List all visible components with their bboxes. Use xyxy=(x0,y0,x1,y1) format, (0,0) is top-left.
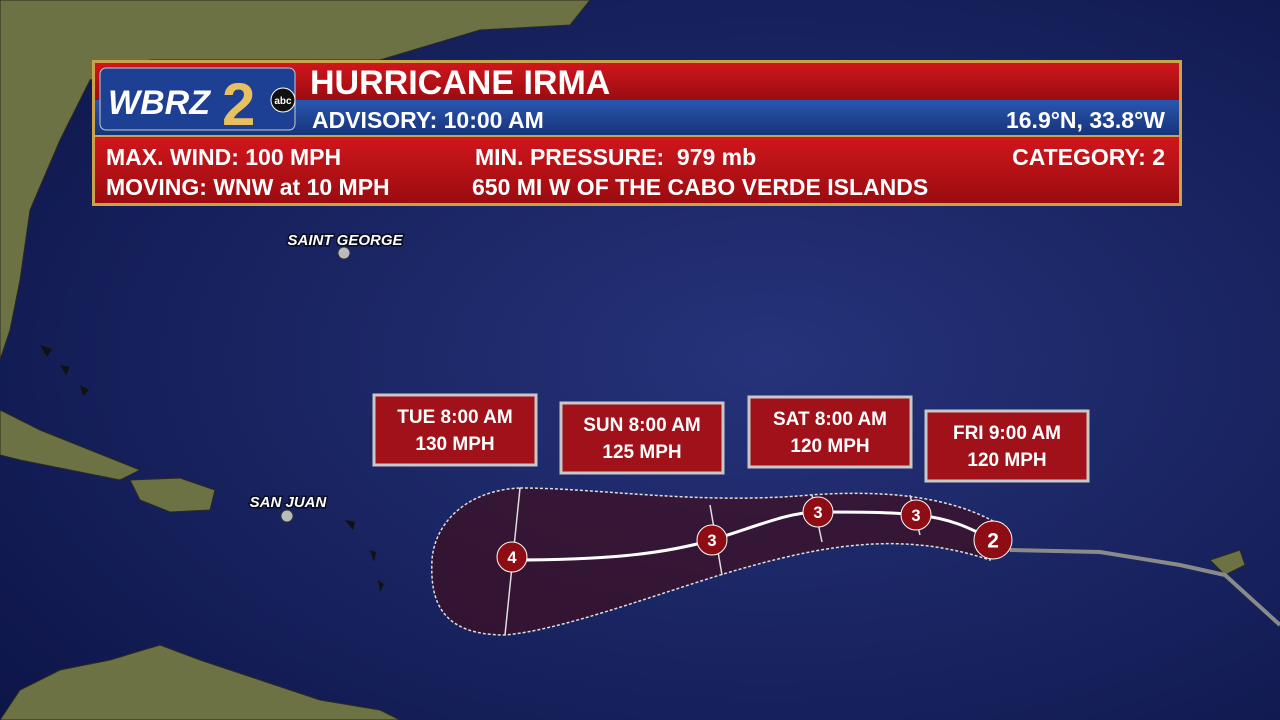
details-band xyxy=(95,137,1179,203)
category: CATEGORY: 2 xyxy=(1012,144,1165,170)
header-panel: WBRZ 2 abc HURRICANE IRMA ADVISORY: 10:0… xyxy=(92,60,1182,206)
past-track xyxy=(1009,548,1280,627)
storm-category: 3 xyxy=(813,504,822,522)
position: 16.9°N, 33.8°W xyxy=(1006,107,1165,133)
forecast-wind: 125 MPH xyxy=(602,442,681,463)
forecast-wind: 130 MPH xyxy=(415,434,494,455)
max-wind: MAX. WIND: 100 MPH xyxy=(106,144,341,170)
forecast-box xyxy=(559,401,725,475)
forecast-cone xyxy=(431,487,1001,636)
title: HURRICANE IRMA xyxy=(310,64,610,102)
moving: MOVING: WNW at 10 MPH xyxy=(106,174,390,200)
forecast-time: TUE 8:00 AM xyxy=(397,407,512,428)
location: 650 MI W OF THE CABO VERDE ISLANDS xyxy=(472,174,928,200)
land xyxy=(0,0,1246,720)
city-dot xyxy=(337,246,351,260)
city-label: SAN JUAN xyxy=(250,494,328,511)
city-label: SAINT GEORGE xyxy=(287,232,403,249)
logo-number: 2 xyxy=(222,71,255,138)
forecast-wind: 120 MPH xyxy=(790,436,869,457)
forecast-box xyxy=(924,409,1090,483)
forecast-time: FRI 9:00 AM xyxy=(953,423,1061,444)
storm-category: 3 xyxy=(911,507,920,525)
forecast-wind: 120 MPH xyxy=(967,450,1046,471)
storm-icon xyxy=(496,541,528,573)
min-pressure: MIN. PRESSURE: 979 mb xyxy=(475,144,756,170)
storm-icon xyxy=(973,520,1013,560)
forecast-track xyxy=(511,510,994,562)
forecast-box xyxy=(747,395,913,469)
storm-category: 3 xyxy=(707,532,716,550)
cities: SAINT GEORGE SAN JUAN xyxy=(248,231,405,523)
city-dot xyxy=(280,509,294,523)
storm-icon xyxy=(696,524,728,556)
forecast-box xyxy=(372,393,538,467)
track-markers: 4 3 3 3 2 xyxy=(496,496,1013,573)
storm-category: 2 xyxy=(987,530,999,553)
network-badge xyxy=(270,87,296,113)
forecast-time: SUN 8:00 AM xyxy=(583,415,701,436)
storm-category: 4 xyxy=(507,549,517,567)
forecast-labels: TUE 8:00 AM 130 MPH SUN 8:00 AM 125 MPH SAT … xyxy=(372,393,1090,483)
storm-icon xyxy=(900,499,932,531)
advisory: ADVISORY: 10:00 AM xyxy=(312,107,544,133)
logo-text: WBRZ xyxy=(108,84,211,122)
network-text: abc xyxy=(274,96,292,107)
forecast-time: SAT 8:00 AM xyxy=(773,409,887,430)
storm-icon xyxy=(802,496,834,528)
